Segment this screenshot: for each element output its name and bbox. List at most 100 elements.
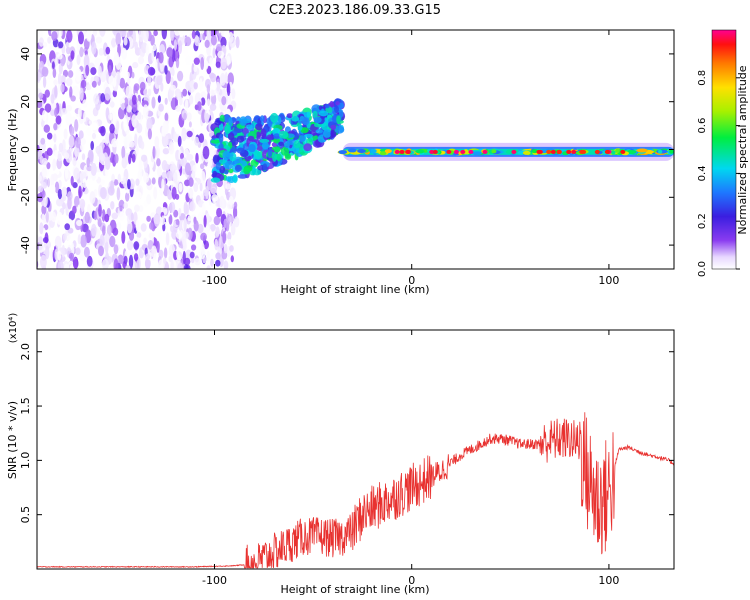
- spectral-blob: [230, 255, 234, 263]
- spectral-blob: [188, 187, 194, 199]
- spectral-blob: [74, 119, 79, 132]
- spectral-blob: [54, 235, 62, 249]
- spectral-blob: [119, 30, 127, 38]
- spectral-blob: [92, 30, 98, 36]
- spectral-blob: [51, 211, 57, 223]
- spectral-blob: [77, 107, 82, 120]
- spectral-blob: [193, 82, 198, 90]
- y-tick-label: 0: [19, 146, 32, 153]
- spectral-blob: [147, 88, 152, 97]
- spectral-blob: [301, 117, 310, 126]
- spectral-blob: [209, 224, 216, 232]
- spectral-blob: [225, 160, 234, 170]
- spectral-blob: [116, 120, 120, 131]
- spectral-blob: [176, 247, 183, 261]
- spectral-blob: [220, 30, 225, 37]
- spectral-blob: [136, 257, 141, 269]
- spectral-blob: [147, 240, 154, 250]
- spectral-blob: [91, 80, 97, 88]
- spectral-blob: [42, 76, 47, 88]
- spectral-blob: [121, 157, 128, 169]
- spectral-blob: [274, 146, 281, 153]
- y-tick-label: -40: [19, 236, 32, 254]
- spectral-blob: [185, 249, 192, 260]
- spectral-blob: [116, 187, 121, 201]
- spectral-blob: [228, 116, 233, 127]
- spectral-blob: [142, 104, 149, 119]
- x-axis-ticks: -100 0 100: [202, 330, 619, 587]
- spectral-blob: [156, 158, 161, 167]
- spectral-blob: [70, 95, 76, 102]
- spectral-blob: [193, 57, 200, 65]
- spectral-blob: [70, 50, 75, 60]
- spectral-blob: [37, 100, 43, 109]
- spectral-blob: [236, 135, 245, 143]
- y-tick-label: 40: [19, 47, 32, 61]
- spectral-blob: [192, 170, 196, 179]
- spectral-blob: [78, 185, 82, 199]
- spectral-blob: [204, 39, 210, 49]
- spectral-blob: [178, 207, 182, 217]
- spectral-blob: [83, 246, 90, 258]
- noise-region: [37, 30, 240, 269]
- spectral-blob: [138, 30, 144, 43]
- carrier-segment: [379, 151, 387, 156]
- carrier-peak: [546, 149, 552, 154]
- spectral-blob: [206, 250, 210, 262]
- carrier-peak: [460, 149, 466, 154]
- spectral-blob: [73, 167, 80, 180]
- spectral-blob: [113, 51, 120, 66]
- spectral-blob: [121, 231, 126, 244]
- spectral-blob: [273, 137, 280, 144]
- spectral-blob: [185, 55, 192, 66]
- spectral-blob: [54, 150, 58, 158]
- spectral-blob: [233, 201, 238, 209]
- spectral-blob: [233, 216, 240, 228]
- spectral-blob: [109, 123, 115, 134]
- spectral-blob: [216, 207, 223, 218]
- spectral-blob: [99, 30, 106, 37]
- spectral-blob: [130, 212, 134, 221]
- spectral-blob: [175, 57, 180, 69]
- spectral-blob: [157, 230, 162, 243]
- spectral-blob: [284, 140, 290, 149]
- spectral-blob: [227, 238, 232, 246]
- spectral-blob: [104, 86, 111, 101]
- spectral-blob: [141, 154, 147, 162]
- spectral-blob: [228, 168, 234, 174]
- spectral-blob: [200, 193, 205, 201]
- spectral-blob: [175, 231, 183, 239]
- colorbar-tick-label: 0.4: [697, 165, 708, 181]
- spectral-blob: [197, 101, 202, 111]
- spectral-blob: [219, 133, 224, 144]
- spectral-blob: [173, 113, 180, 122]
- spectral-blob: [77, 234, 81, 245]
- spectral-blob: [219, 72, 226, 86]
- spectral-blob: [90, 162, 97, 176]
- spectral-blob: [86, 255, 93, 267]
- spectral-blob: [81, 153, 86, 161]
- spectral-blob: [100, 125, 106, 137]
- colorbar-scale: [711, 29, 737, 270]
- carrier-segment: [370, 149, 377, 153]
- spectral-blob: [72, 205, 77, 214]
- spectral-blob: [72, 157, 77, 167]
- spectral-blob: [78, 130, 84, 140]
- spectral-blob: [126, 179, 131, 190]
- spectral-blob: [82, 99, 88, 108]
- spectral-blob: [114, 153, 119, 164]
- carrier-peak: [399, 149, 405, 154]
- spectral-blob: [143, 172, 150, 183]
- spectral-blob: [52, 158, 57, 172]
- spectral-blob: [164, 97, 168, 105]
- spectral-blob: [123, 135, 130, 147]
- spectral-blob: [300, 127, 309, 134]
- spectral-blob: [58, 41, 64, 49]
- spectral-blob: [222, 230, 227, 244]
- spectral-blob: [136, 100, 141, 112]
- carrier-line: [337, 142, 674, 161]
- spectral-blob: [125, 192, 130, 202]
- spectral-blob: [38, 243, 45, 253]
- spectral-blob: [98, 203, 102, 217]
- spectral-blob: [330, 130, 337, 138]
